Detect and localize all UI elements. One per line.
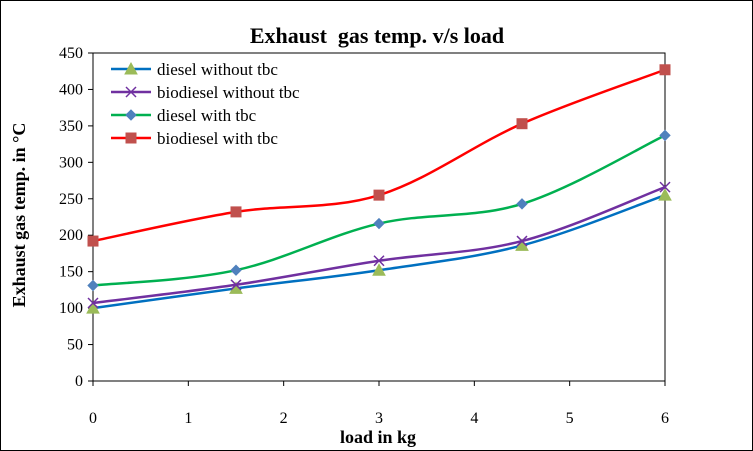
series-biodiesel-with-tbc <box>87 64 671 247</box>
legend-label: biodiesel with tbc <box>157 129 278 148</box>
legend-item-biodiesel-without-tbc: biodiesel without tbc <box>111 83 300 102</box>
y-tick-label: 300 <box>59 154 83 171</box>
legend-marker <box>125 86 137 98</box>
legend-label: diesel with tbc <box>157 106 257 125</box>
y-tick-label: 0 <box>75 373 83 390</box>
legend-item-diesel-with-tbc: diesel with tbc <box>111 106 257 125</box>
series-biodiesel-without-tbc <box>87 181 671 309</box>
x-tick-label: 1 <box>184 410 192 427</box>
x-tick-label: 0 <box>89 410 97 427</box>
data-point-biodiesel-without-tbc-stroke <box>659 181 671 193</box>
data-point-diesel-with-tbc <box>230 264 242 276</box>
series-line-diesel-with-tbc <box>92 134 666 287</box>
data-point-diesel-with-tbc <box>659 129 671 142</box>
data-point-biodiesel-without-tbc <box>87 297 99 309</box>
x-tick-label: 4 <box>470 410 478 427</box>
series-line-diesel-without-tbc <box>92 193 666 310</box>
legend-item-diesel-without-tbc: diesel without tbc <box>111 60 278 79</box>
x-tick-label: 6 <box>661 410 669 427</box>
legend-item-biodiesel-with-tbc: biodiesel with tbc <box>111 129 278 148</box>
data-point-biodiesel-without-tbc <box>373 255 385 267</box>
y-tick-label: 350 <box>59 118 83 135</box>
legend-marker-stroke <box>125 86 137 98</box>
legend-marker <box>125 132 137 144</box>
y-tick-label: 400 <box>59 81 83 98</box>
data-point-diesel-with-tbc <box>87 279 99 292</box>
data-point-biodiesel-with-tbc <box>373 189 385 201</box>
y-axis-label: Exhaust gas temp. in °C <box>9 123 29 308</box>
x-tick-label: 5 <box>566 410 574 427</box>
legend-marker <box>124 61 138 75</box>
x-axis-label: load in kg <box>340 427 416 447</box>
legend-label: biodiesel without tbc <box>157 83 300 102</box>
y-tick-label: 50 <box>67 337 83 354</box>
y-tick-label: 150 <box>59 264 83 281</box>
data-point-diesel-without-tbc <box>372 263 386 276</box>
data-point-biodiesel-without-tbc <box>230 279 242 291</box>
legend-marker <box>125 109 137 121</box>
legend: diesel without tbc biodiesel without tbc d… <box>111 60 300 148</box>
chart-title: Exhaust gas temp. v/s load <box>250 23 504 48</box>
data-point-diesel-without-tbc <box>658 188 672 201</box>
data-point-biodiesel-without-tbc <box>516 235 528 247</box>
legend-label: diesel without tbc <box>157 60 278 79</box>
y-tick-label: 250 <box>59 191 83 208</box>
data-point-diesel-with-tbc <box>516 198 528 210</box>
y-tick-label: 200 <box>59 227 83 244</box>
data-point-biodiesel-with-tbc <box>230 206 242 218</box>
data-point-biodiesel-without-tbc-stroke <box>87 297 99 309</box>
series-line-biodiesel-without-tbc <box>92 185 666 305</box>
data-point-biodiesel-without-tbc-stroke <box>516 235 528 247</box>
series-diesel-without-tbc <box>86 188 672 314</box>
y-tick-label: 100 <box>59 300 83 317</box>
data-point-biodiesel-with-tbc <box>87 235 99 247</box>
plot-area: 0 50 100 150 200 250 300 350 400 450 0 1 2 3 4 5 6 <box>59 45 672 427</box>
data-point-biodiesel-with-tbc <box>516 118 528 130</box>
data-point-biodiesel-without-tbc-stroke <box>230 279 242 291</box>
data-point-diesel-without-tbc <box>86 301 100 314</box>
y-tick-label: 450 <box>59 45 83 62</box>
data-point-biodiesel-without-tbc <box>659 181 671 193</box>
data-point-diesel-with-tbc <box>373 217 385 230</box>
data-point-biodiesel-with-tbc <box>659 64 671 76</box>
x-tick-label: 3 <box>375 410 383 427</box>
series-diesel-with-tbc <box>87 129 671 292</box>
data-point-biodiesel-without-tbc-stroke <box>373 255 385 267</box>
x-tick-label: 2 <box>280 410 288 427</box>
